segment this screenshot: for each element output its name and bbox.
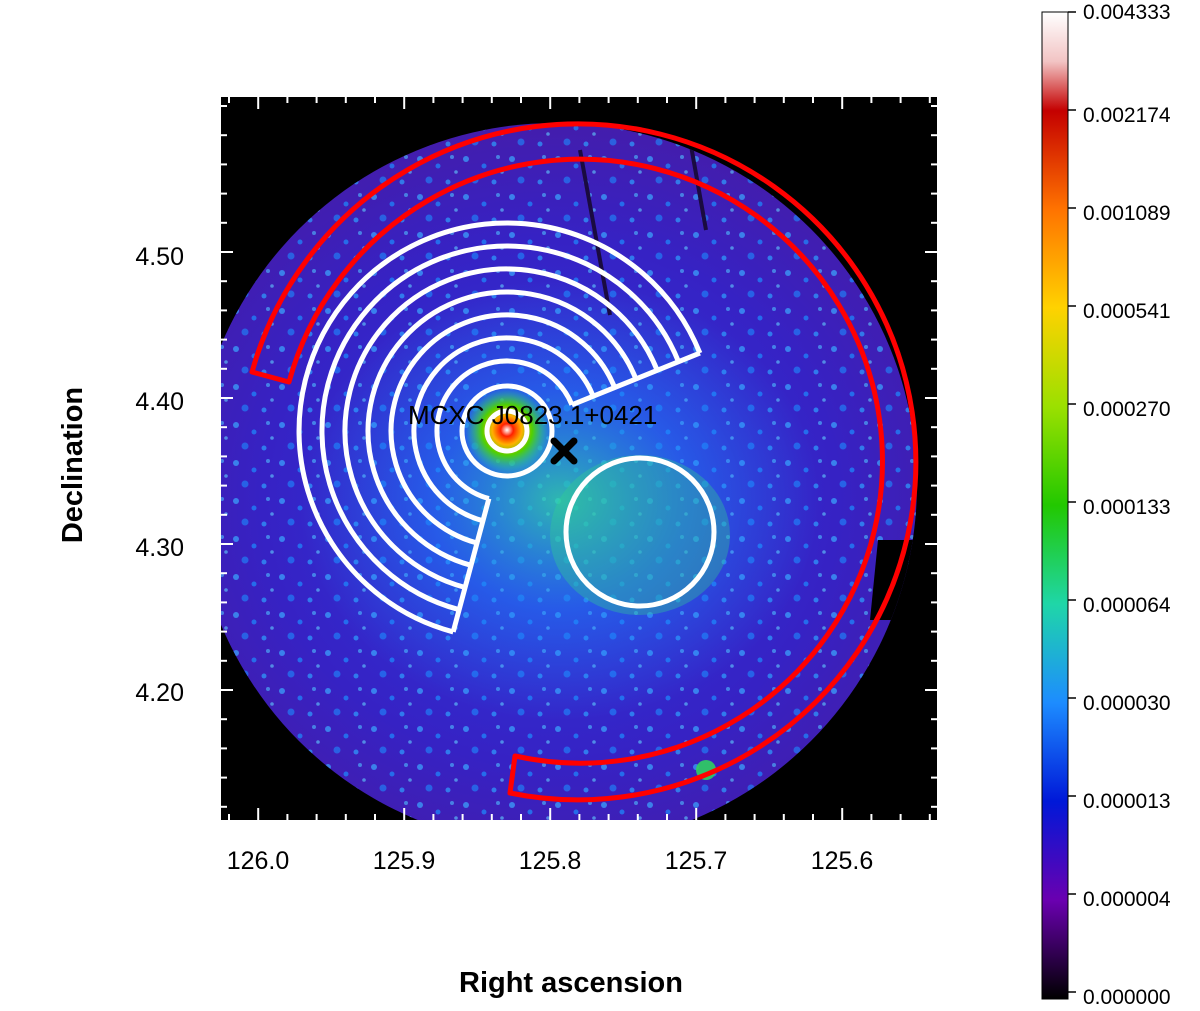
profile-annulus-arc (434, 358, 575, 502)
colorbar-label: 0.001089 (1083, 202, 1171, 225)
colorbar-gradient (1041, 11, 1069, 1000)
profile-annulus-edge (570, 350, 701, 408)
source-ring-inner (484, 408, 530, 454)
background-annulus-region (249, 121, 919, 803)
colorbar-label: 0.000541 (1083, 300, 1171, 323)
bright-source (465, 388, 549, 472)
frame-ticks (221, 97, 937, 820)
y-tick-label: 4.20 (135, 679, 184, 707)
colorbar-label: 0.000133 (1083, 496, 1171, 519)
x-tick-label: 125.9 (373, 847, 436, 875)
colorbar-label: 0.004333 (1083, 1, 1171, 24)
profile-annulus-arc (388, 312, 617, 546)
detector-field (221, 123, 917, 820)
profile-annulus-arc (365, 289, 639, 568)
colorbar-label: 0.002174 (1083, 104, 1171, 127)
x-tick-label: 126.0 (227, 847, 290, 875)
source-ring-outer (459, 383, 555, 479)
colorbar-label: 0.000270 (1083, 398, 1171, 421)
colorbar-label: 0.000030 (1083, 692, 1171, 715)
image-panel: MCXC J0823.1+0421 (221, 97, 937, 820)
colorbar-label: 0.000064 (1083, 594, 1171, 617)
x-tick-label: 125.8 (519, 847, 582, 875)
y-tick-labels: 4.50 4.40 4.30 4.20 (135, 243, 184, 707)
source-label: MCXC J0823.1+0421 (408, 400, 657, 430)
profile-annulus-arc (319, 243, 681, 613)
profile-annulus-arc (296, 220, 703, 635)
colorbar-label: 0.000013 (1083, 790, 1171, 813)
cluster-center-marker (550, 437, 578, 465)
y-tick-label: 4.30 (135, 534, 184, 562)
x-tick-label: 125.6 (811, 847, 874, 875)
profile-annulus-arc (411, 335, 596, 524)
x-axis-title: Right ascension (459, 967, 683, 999)
profile-annulus-edge (450, 497, 492, 633)
colorbar: 0.004333 0.002174 0.001089 0.000541 0.00… (1041, 1, 1171, 1009)
y-tick-label: 4.50 (135, 243, 184, 271)
colorbar-label: 0.000004 (1083, 888, 1171, 911)
x-tick-labels: 126.0 125.9 125.8 125.7 125.6 (227, 847, 874, 875)
profile-annuli (296, 220, 703, 635)
x-tick-label: 125.7 (665, 847, 728, 875)
y-tick-label: 4.40 (135, 388, 184, 416)
diffuse-emission-region (563, 455, 717, 609)
profile-annulus-arc (342, 266, 660, 590)
y-axis-title: Declination (57, 387, 89, 543)
colorbar-labels: 0.004333 0.002174 0.001089 0.000541 0.00… (1083, 1, 1171, 1009)
colorbar-label: 0.000000 (1083, 986, 1171, 1009)
